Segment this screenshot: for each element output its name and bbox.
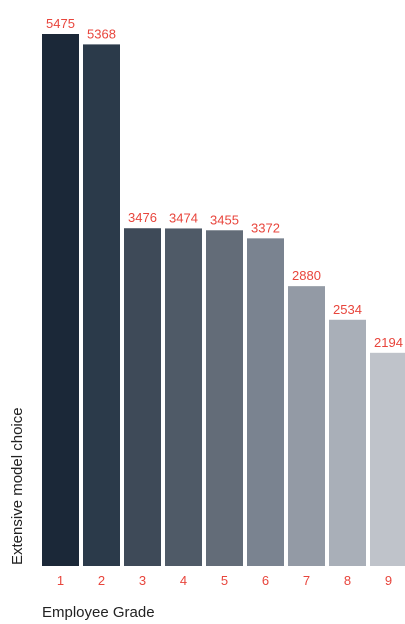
value-label-7: 2880 <box>292 268 321 283</box>
value-labels-group: 5475 5368 3476 3474 3455 3372 2880 2534 2194 <box>46 16 403 350</box>
bar-4 <box>165 228 202 567</box>
x-tick-label-4: 4 <box>180 573 187 588</box>
value-label-8: 2534 <box>333 302 362 317</box>
value-label-4: 3474 <box>169 210 198 225</box>
x-tick-label-7: 7 <box>303 573 310 588</box>
x-tick-label-9: 9 <box>385 573 392 588</box>
value-label-9: 2194 <box>374 335 403 350</box>
value-label-5: 3455 <box>210 212 239 227</box>
x-tick-label-2: 2 <box>98 573 105 588</box>
x-tick-label-5: 5 <box>221 573 228 588</box>
x-tick-label-1: 1 <box>57 573 64 588</box>
bar-5 <box>206 230 243 566</box>
bar-2 <box>83 44 120 566</box>
y-axis-title: Extensive model choice <box>9 407 26 565</box>
value-label-1: 5475 <box>46 16 75 31</box>
x-axis-title: Employee Grade <box>42 604 155 621</box>
bar-7 <box>288 286 325 566</box>
value-label-6: 3372 <box>251 220 280 235</box>
x-tick-label-3: 3 <box>139 573 146 588</box>
x-tick-label-8: 8 <box>344 573 351 588</box>
bar-6 <box>247 238 284 566</box>
bar-3 <box>124 228 161 567</box>
bars-group <box>42 34 405 567</box>
x-tick-label-6: 6 <box>262 573 269 588</box>
bar-1 <box>42 34 79 566</box>
value-label-2: 5368 <box>87 26 116 41</box>
value-label-3: 3476 <box>128 210 157 225</box>
bar-8 <box>329 319 366 566</box>
bar-9 <box>370 352 405 566</box>
x-tick-labels-group: 1 2 3 4 5 6 7 8 9 <box>57 573 392 588</box>
